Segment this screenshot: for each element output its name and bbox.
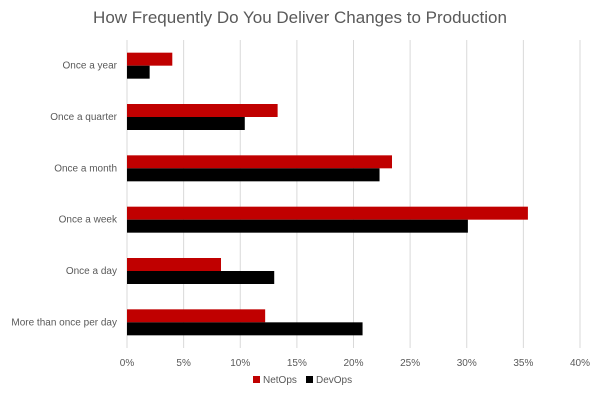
bar-netops bbox=[127, 52, 173, 66]
bar-devops bbox=[127, 219, 468, 233]
x-tick-label: 10% bbox=[230, 358, 250, 369]
bar-netops bbox=[127, 258, 221, 271]
legend-label: NetOps bbox=[263, 375, 297, 386]
bar-netops bbox=[127, 104, 278, 117]
legend-label: DevOps bbox=[316, 375, 352, 386]
bar-devops bbox=[127, 271, 275, 284]
bar-netops bbox=[127, 206, 528, 220]
bar-netops bbox=[127, 155, 393, 169]
bar-devops bbox=[127, 65, 150, 79]
x-tick-label: 20% bbox=[343, 358, 363, 369]
legend-swatch-devops bbox=[306, 376, 313, 383]
bar-devops bbox=[127, 168, 380, 182]
x-tick-label: 0% bbox=[120, 358, 135, 369]
x-tick-label: 5% bbox=[176, 358, 191, 369]
category-label: Once a day bbox=[66, 266, 117, 277]
chart-title: How Frequently Do You Deliver Changes to… bbox=[93, 8, 507, 27]
bar-netops bbox=[127, 309, 266, 323]
x-tick-label: 15% bbox=[287, 358, 307, 369]
x-tick-label: 40% bbox=[570, 358, 590, 369]
x-tick-label: 25% bbox=[400, 358, 420, 369]
category-label: Once a quarter bbox=[50, 112, 117, 123]
category-label: Once a year bbox=[63, 61, 118, 72]
x-tick-label: 35% bbox=[513, 358, 533, 369]
bar-devops bbox=[127, 322, 363, 336]
category-label: Once a month bbox=[54, 163, 117, 174]
x-tick-label: 30% bbox=[457, 358, 477, 369]
category-label: More than once per day bbox=[11, 317, 117, 328]
bar-devops bbox=[127, 117, 245, 130]
legend-swatch-netops bbox=[253, 376, 260, 383]
category-label: Once a week bbox=[59, 215, 118, 226]
